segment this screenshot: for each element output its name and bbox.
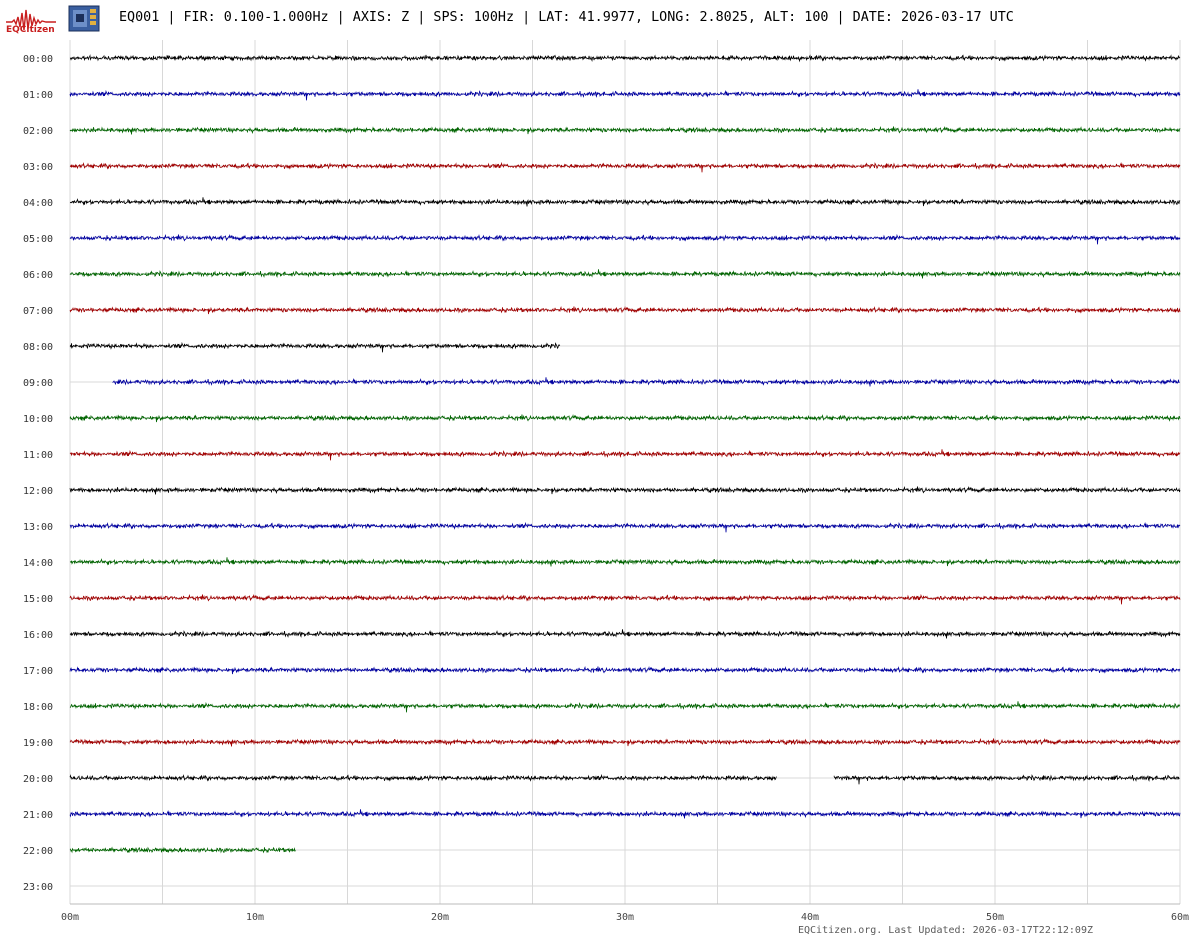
row-hour-label: 20:00 bbox=[23, 774, 53, 785]
row-hour-label: 19:00 bbox=[23, 738, 53, 749]
row-hour-label: 13:00 bbox=[23, 522, 53, 533]
row-hour-label: 01:00 bbox=[23, 90, 53, 101]
row-hour-label: 10:00 bbox=[23, 414, 53, 425]
chart-title: EQ001 | FIR: 0.100-1.000Hz | AXIS: Z | S… bbox=[119, 10, 1014, 25]
row-hour-label: 11:00 bbox=[23, 450, 53, 461]
row-hour-label: 00:00 bbox=[23, 54, 53, 65]
trace-1400-segment-0 bbox=[69, 557, 1181, 567]
row-hour-label: 23:00 bbox=[23, 882, 53, 893]
trace-2100-segment-0 bbox=[69, 809, 1181, 819]
trace-0300-segment-0 bbox=[69, 161, 1181, 173]
trace-1600-segment-0 bbox=[69, 629, 1181, 639]
trace-1000-segment-0 bbox=[69, 413, 1181, 423]
trace-0800-segment-0 bbox=[69, 341, 561, 353]
x-tick-label: 00m bbox=[61, 912, 79, 923]
trace-2000-segment-0 bbox=[69, 773, 777, 782]
x-tick-label: 30m bbox=[616, 912, 634, 923]
logo-text: EQCitizen bbox=[6, 25, 55, 35]
trace-2000-segment-1 bbox=[833, 774, 1180, 785]
row-hour-label: 16:00 bbox=[23, 630, 53, 641]
row-hour-label: 08:00 bbox=[23, 342, 53, 353]
row-hour-label: 02:00 bbox=[23, 126, 53, 137]
trace-0100-segment-0 bbox=[69, 89, 1181, 101]
trace-0200-segment-0 bbox=[69, 125, 1181, 135]
trace-1200-segment-0 bbox=[69, 485, 1181, 495]
trace-1900-segment-0 bbox=[69, 737, 1181, 747]
x-tick-label: 20m bbox=[431, 912, 449, 923]
last-updated-footer: EQCitizen.org. Last Updated: 2026-03-17T… bbox=[797, 925, 1093, 936]
sensor-device-icon bbox=[68, 5, 100, 32]
row-hour-label: 18:00 bbox=[23, 702, 53, 713]
row-hour-label: 21:00 bbox=[23, 810, 53, 821]
header: EQCitizen EQ001 | FIR: 0.100-1.000Hz | A… bbox=[0, 0, 1200, 38]
trace-0700-segment-0 bbox=[69, 305, 1181, 315]
trace-0000-segment-0 bbox=[69, 54, 1181, 63]
x-tick-label: 40m bbox=[801, 912, 819, 923]
row-hour-label: 17:00 bbox=[23, 666, 53, 677]
trace-1500-segment-0 bbox=[69, 593, 1181, 605]
trace-1800-segment-0 bbox=[69, 701, 1181, 713]
trace-2200-segment-0 bbox=[69, 846, 296, 854]
row-hour-label: 03:00 bbox=[23, 162, 53, 173]
row-hour-label: 04:00 bbox=[23, 198, 53, 209]
row-hour-label: 15:00 bbox=[23, 594, 53, 605]
x-tick-label: 60m bbox=[1171, 912, 1189, 923]
trace-1100-segment-0 bbox=[69, 449, 1181, 461]
row-hour-label: 22:00 bbox=[23, 846, 53, 857]
x-tick-label: 50m bbox=[986, 912, 1004, 923]
row-hour-label: 09:00 bbox=[23, 378, 53, 389]
row-hour-label: 14:00 bbox=[23, 558, 53, 569]
trace-0900-segment-0 bbox=[112, 377, 1180, 387]
row-hour-label: 06:00 bbox=[23, 270, 53, 281]
trace-0600-segment-0 bbox=[69, 269, 1181, 279]
trace-1700-segment-0 bbox=[69, 665, 1181, 675]
seismograph-logo-icon bbox=[6, 9, 56, 31]
row-hour-label: 05:00 bbox=[23, 234, 53, 245]
trace-0400-segment-0 bbox=[69, 197, 1181, 207]
trace-1300-segment-0 bbox=[69, 521, 1181, 533]
row-hour-label: 07:00 bbox=[23, 306, 53, 317]
row-hour-label: 12:00 bbox=[23, 486, 53, 497]
trace-0500-segment-0 bbox=[69, 233, 1181, 245]
x-tick-label: 10m bbox=[246, 912, 264, 923]
